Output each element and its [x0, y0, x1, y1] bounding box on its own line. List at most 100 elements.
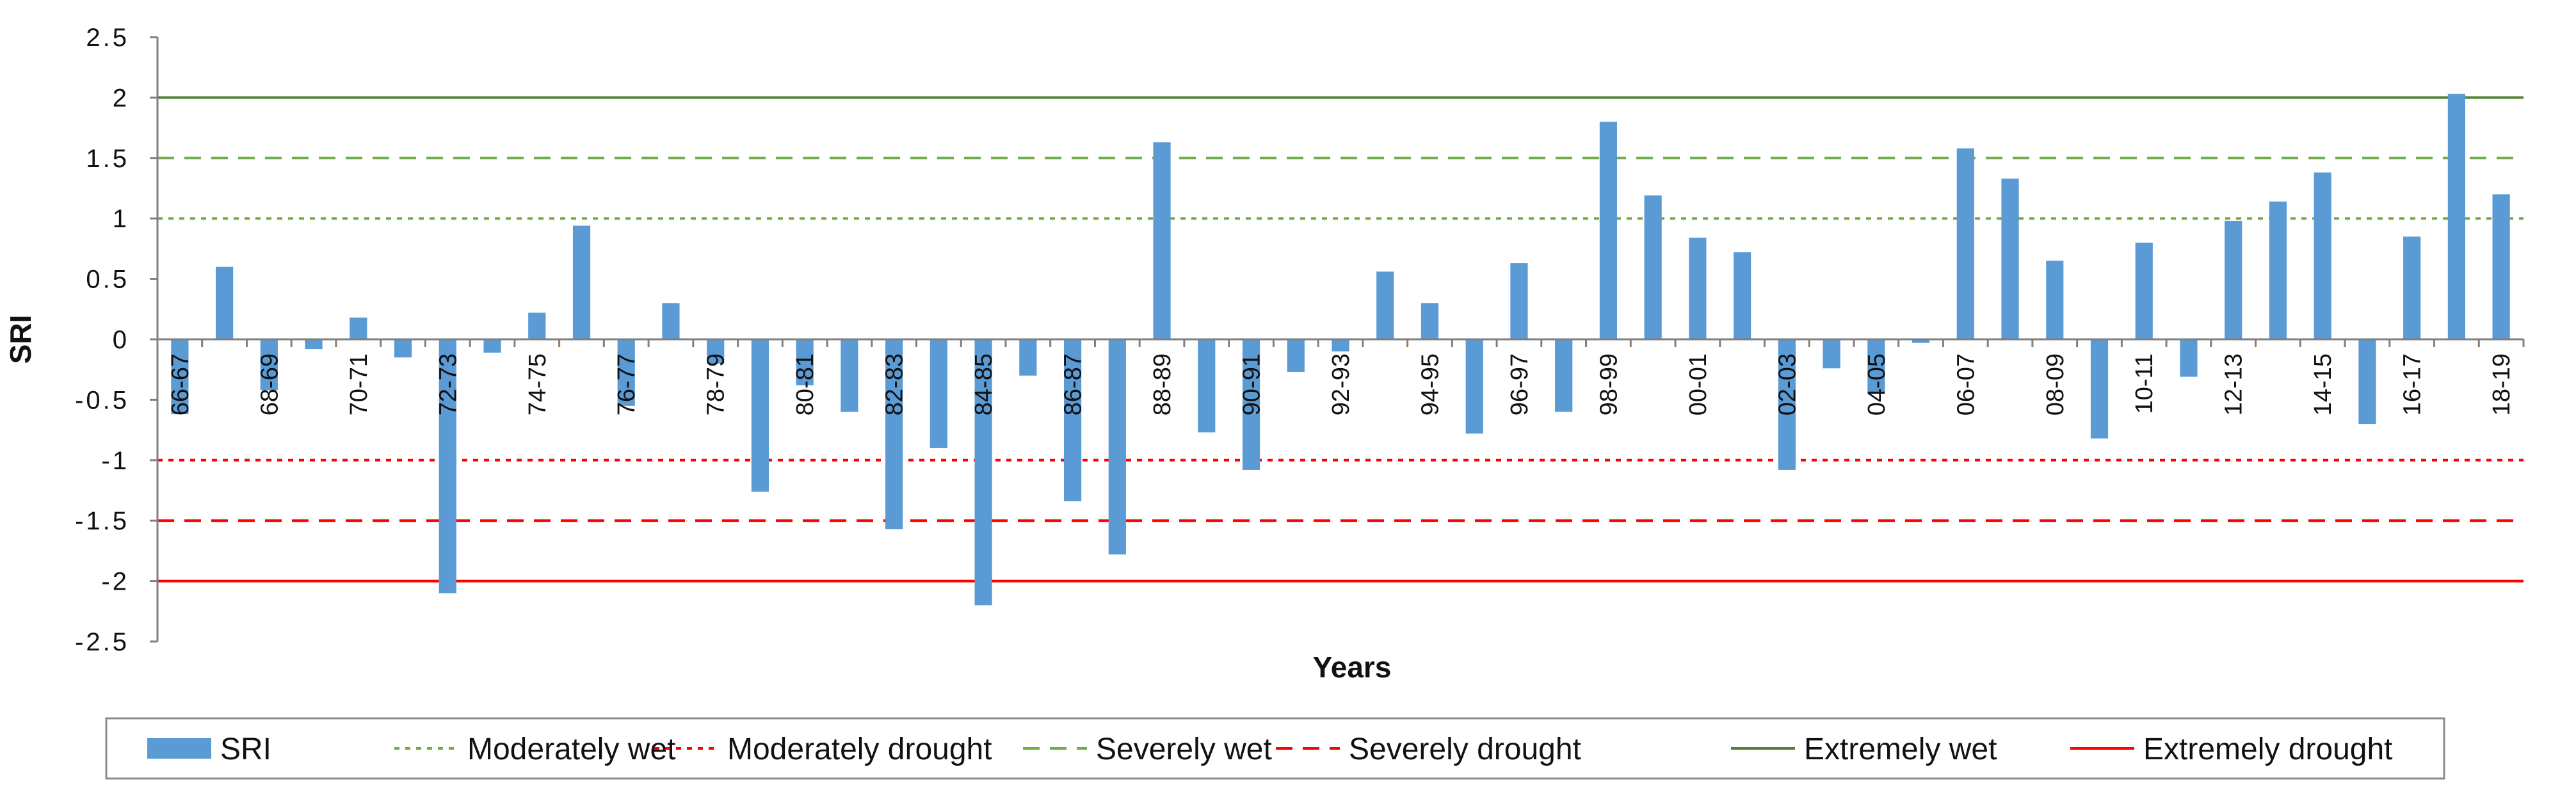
bar-71-72 — [394, 339, 412, 358]
bar-13-14 — [2269, 201, 2287, 339]
bar-09-10 — [2090, 339, 2109, 439]
x-axis-title: Years — [1313, 650, 1392, 684]
bar-16-17 — [2403, 236, 2421, 339]
x-tick-label: 96-97 — [1506, 353, 1533, 416]
bar-97-98 — [1555, 339, 1573, 412]
legend-label: Severely wet — [1096, 732, 1272, 766]
y-tick-label: 1 — [113, 205, 129, 233]
bar-80-81 — [796, 339, 814, 385]
bar-82-83 — [885, 339, 903, 529]
bar-88-89 — [1153, 142, 1171, 340]
x-tick-label: 72-73 — [435, 353, 462, 416]
bar-18-19 — [2492, 194, 2510, 339]
y-tick-label: -1.5 — [75, 507, 129, 535]
bar-81-82 — [841, 339, 858, 412]
bar-99-00 — [1644, 195, 1662, 339]
legend-label: Extremely drought — [2143, 732, 2393, 766]
bar-87-88 — [1108, 339, 1126, 555]
bar-75-76 — [572, 225, 591, 339]
bar-14-15 — [2314, 172, 2331, 339]
x-tick-label: 88-89 — [1149, 353, 1176, 416]
x-tick-label: 84-85 — [970, 353, 997, 416]
x-tick-label: 82-83 — [881, 353, 908, 416]
x-tick-label: 70-71 — [346, 353, 373, 416]
bar-79-80 — [751, 339, 769, 492]
legend-box — [105, 717, 2445, 780]
x-tick-label: 68-69 — [256, 353, 283, 416]
y-tick-label: 0.5 — [86, 266, 129, 294]
bar-72-73 — [439, 339, 456, 593]
y-tick-labels: 2.5 2 1.5 1 0.5 0 -0.5 -1 -1.5 -2 -2.5 — [75, 24, 129, 656]
bar-84-85 — [974, 339, 992, 606]
bar-00-01 — [1689, 238, 1707, 339]
bar-89-90 — [1198, 339, 1216, 433]
x-tick-label: 02-03 — [1774, 353, 1801, 416]
x-tick-label: 92-93 — [1328, 353, 1355, 416]
x-tick-labels: 66-67 68-69 70-71 72-73 74-75 76-77 78-79 80-81… — [167, 353, 2515, 416]
y-tick-label: 2.5 — [86, 24, 129, 52]
bar-08-09 — [2046, 261, 2064, 339]
bar-92-93 — [1332, 339, 1349, 351]
x-tick-label: 18-19 — [2488, 353, 2515, 416]
bar-93-94 — [1376, 271, 1394, 339]
bar-83-84 — [930, 339, 947, 448]
x-tick-label: 98-99 — [1595, 353, 1622, 416]
bar-68-69 — [260, 339, 278, 391]
x-tick-label: 74-75 — [524, 353, 551, 416]
bar-17-18 — [2447, 93, 2465, 339]
bar-95-96 — [1465, 339, 1483, 434]
bar-96-97 — [1510, 263, 1528, 339]
bar-67-68 — [216, 266, 234, 339]
y-axis-title: SRI — [4, 315, 37, 364]
x-tick-label: 94-95 — [1417, 353, 1444, 416]
y-tick-label: -1 — [101, 447, 129, 475]
bar-69-70 — [305, 339, 323, 350]
bar-02-03 — [1778, 339, 1796, 470]
legend-label: Severely drought — [1349, 732, 1581, 766]
bar-11-12 — [2180, 339, 2198, 377]
bar-86-87 — [1063, 339, 1082, 501]
x-tick-label: 06-07 — [1952, 353, 1979, 416]
legend: SRI Moderately wet Moderately drought Sever… — [147, 732, 2393, 766]
x-tick-label: 78-79 — [703, 353, 730, 416]
bar-94-95 — [1421, 303, 1439, 339]
x-tick-label: 12-13 — [2221, 353, 2248, 416]
bar-05-06 — [1912, 339, 1930, 343]
axes — [150, 36, 2525, 643]
x-tick-label: 66-67 — [167, 353, 194, 416]
bar-73-74 — [483, 339, 501, 353]
x-tick-label: 86-87 — [1060, 353, 1087, 416]
x-tick-label: 14-15 — [2310, 353, 2337, 416]
reference-lines — [157, 96, 2524, 583]
bar-06-07 — [1956, 148, 1974, 340]
bar-66-67 — [171, 339, 189, 415]
bar-10-11 — [2135, 242, 2153, 339]
bar-74-75 — [528, 312, 546, 339]
x-tick-label: 00-01 — [1685, 353, 1712, 416]
y-tick-label: -2 — [101, 568, 129, 596]
bar-04-05 — [1867, 339, 1885, 394]
legend-label: Moderately drought — [727, 732, 992, 766]
legend-swatch-sri — [147, 738, 211, 759]
y-tick-label: -0.5 — [75, 386, 129, 414]
x-tick-label: 10-11 — [2131, 353, 2158, 414]
bar-98-99 — [1599, 122, 1618, 339]
bar-90-91 — [1242, 339, 1260, 470]
bar-91-92 — [1287, 339, 1305, 372]
legend-label: Extremely wet — [1804, 732, 1997, 766]
bar-07-08 — [2001, 178, 2019, 339]
x-tick-label: 04-05 — [1864, 353, 1890, 416]
bar-12-13 — [2225, 220, 2242, 339]
bar-78-79 — [707, 339, 725, 364]
bar-03-04 — [1823, 339, 1840, 369]
bar-85-86 — [1019, 339, 1037, 376]
legend-label: SRI — [220, 732, 271, 766]
bar-15-16 — [2358, 339, 2376, 424]
x-tick-label: 80-81 — [792, 353, 819, 416]
y-tick-label: 1.5 — [86, 145, 129, 173]
sri-bars — [171, 93, 2510, 606]
x-tick-label: 76-77 — [613, 353, 640, 416]
legend-label: Moderately wet — [467, 732, 675, 766]
bar-70-71 — [350, 318, 367, 339]
